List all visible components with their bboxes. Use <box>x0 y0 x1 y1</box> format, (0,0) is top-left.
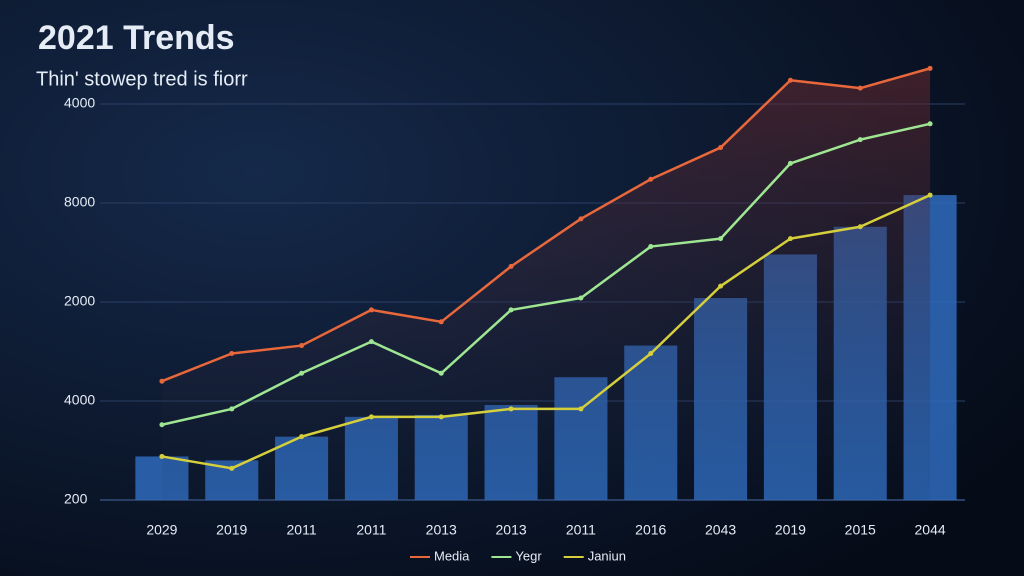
point <box>508 307 514 313</box>
point <box>787 160 793 166</box>
point <box>508 406 514 412</box>
chart-subtitle: Thin' stowep tred is fiorr <box>36 68 248 90</box>
point <box>927 121 933 127</box>
point <box>578 216 584 222</box>
point <box>718 283 724 289</box>
point <box>438 414 444 420</box>
point <box>508 263 514 269</box>
point <box>229 350 235 356</box>
legend-label: Yegr <box>515 548 542 563</box>
legend-label: Janiun <box>588 548 626 563</box>
point <box>438 370 444 376</box>
point <box>438 319 444 325</box>
point <box>787 236 793 242</box>
line <box>161 67 931 383</box>
x-tick-label: 2016 <box>635 522 666 538</box>
point <box>787 77 793 83</box>
point <box>578 295 584 301</box>
point <box>229 406 235 412</box>
point <box>718 236 724 242</box>
point <box>857 224 863 230</box>
y-tick-label: 4000 <box>64 392 95 408</box>
x-tick-label: 2029 <box>146 522 177 538</box>
point <box>718 145 724 151</box>
point <box>159 378 165 384</box>
x-tick-label: 2013 <box>496 522 527 538</box>
x-tick-label: 2011 <box>287 522 317 538</box>
point <box>159 453 165 459</box>
point <box>368 339 374 345</box>
y-tick-label: 8000 <box>64 194 95 210</box>
x-tick-label: 2044 <box>915 522 946 538</box>
x-tick-label: 2019 <box>216 522 247 538</box>
x-tick-label: 2013 <box>426 522 457 538</box>
x-tick-label: 2019 <box>775 522 806 538</box>
line <box>161 122 931 426</box>
y-tick-label: 2000 <box>64 293 95 309</box>
point <box>648 176 654 182</box>
x-tick-label: 2011 <box>566 522 596 538</box>
chart-title: 2021 Trends <box>38 19 235 57</box>
y-tick-label: 200 <box>64 491 88 507</box>
point <box>857 85 863 91</box>
line <box>161 193 931 470</box>
point <box>368 414 374 420</box>
point <box>648 350 654 356</box>
point <box>368 307 374 313</box>
legend-label: Media <box>434 548 470 563</box>
x-tick-label: 2043 <box>705 522 736 538</box>
point <box>927 65 933 71</box>
x-tick-label: 2015 <box>845 522 876 538</box>
x-tick-label: 2011 <box>356 522 386 538</box>
point <box>578 406 584 412</box>
area <box>161 68 931 501</box>
point <box>299 343 305 349</box>
y-tick-label: 4000 <box>64 95 95 111</box>
point <box>299 434 305 440</box>
point <box>857 137 863 143</box>
point <box>299 370 305 376</box>
point <box>229 465 235 471</box>
point <box>927 192 933 198</box>
point <box>648 244 654 250</box>
point <box>159 422 165 428</box>
